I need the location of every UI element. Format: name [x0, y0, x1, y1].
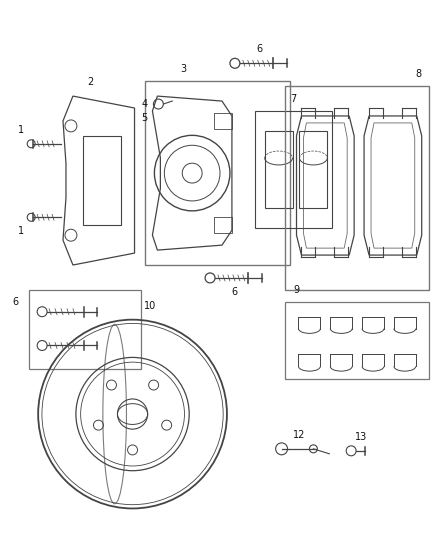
Text: 2: 2 [88, 77, 94, 87]
Bar [214, 113, 232, 129]
Text: 6: 6 [232, 287, 238, 297]
Bar [300, 131, 327, 208]
Text: 9: 9 [293, 285, 300, 295]
Text: 5: 5 [141, 113, 148, 123]
Text: 3: 3 [180, 64, 186, 74]
Bar [214, 217, 232, 233]
Text: 7: 7 [290, 94, 297, 104]
Bar [265, 131, 293, 208]
Text: 4: 4 [141, 99, 148, 109]
Text: 8: 8 [416, 69, 422, 79]
Bar [29, 290, 141, 369]
Bar [255, 111, 332, 228]
Text: 13: 13 [355, 432, 367, 442]
Text: 12: 12 [293, 430, 306, 440]
Bar [83, 136, 120, 225]
Text: 6: 6 [12, 297, 18, 307]
Text: 6: 6 [257, 44, 263, 54]
Text: 10: 10 [144, 301, 156, 311]
Text: 1: 1 [18, 125, 25, 135]
Bar [285, 86, 429, 290]
Bar [285, 302, 429, 379]
Text: 1: 1 [18, 226, 25, 236]
Bar [145, 81, 290, 265]
